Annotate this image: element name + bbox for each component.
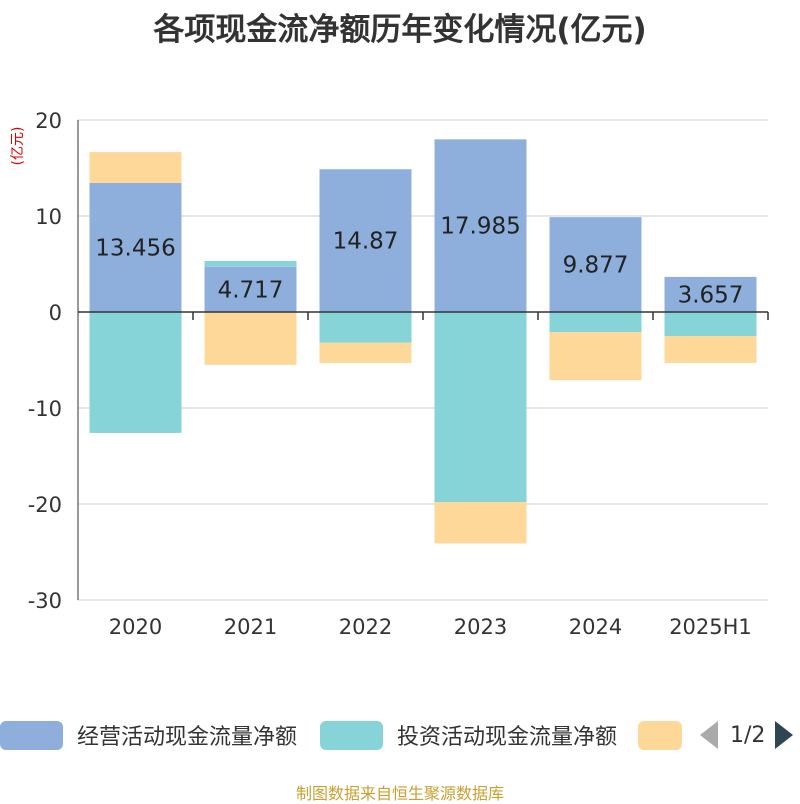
bar-1-2021 (204, 266, 297, 312)
bar-2-2022 (319, 312, 412, 343)
bar-1-2023 (434, 139, 527, 312)
y-tick-label: 0 (49, 301, 62, 325)
bar-3-2023 (434, 502, 527, 544)
bar-2-2020 (89, 312, 182, 433)
legend-item-operating[interactable]: 经营活动现金流量净额 (0, 720, 297, 750)
legend-swatch (638, 720, 682, 750)
bar-2-2023 (434, 312, 527, 503)
y-axis-unit-label: (亿元) (10, 127, 26, 166)
legend-pager: 1/2 (700, 720, 794, 750)
x-tick-label: 2023 (454, 615, 507, 639)
source-note: 制图数据来自恒生聚源数据库 (295, 784, 504, 803)
legend-label: 经营活动现金流量净额 (77, 725, 298, 750)
bars (89, 139, 757, 544)
bar-1-2025H1 (664, 276, 757, 312)
data-label: 9.877 (563, 253, 629, 279)
data-labels: 13.456 4.717 14.87 17.985 9.877 3.657 (95, 214, 743, 309)
bar-1-2020 (89, 182, 182, 312)
legend-swatch (0, 720, 63, 750)
grid-lines (78, 119, 768, 601)
data-label: 4.717 (218, 277, 284, 303)
legend-swatch (320, 720, 383, 750)
data-label: 13.456 (95, 235, 175, 261)
chart-title: 各项现金流净额历年变化情况(亿元) (153, 12, 647, 48)
legend-next-arrow-icon[interactable] (775, 721, 794, 749)
x-tick-label: 2024 (569, 615, 622, 639)
data-label: 14.87 (333, 229, 399, 255)
y-tick-label: -20 (28, 493, 62, 517)
y-tick-label: 20 (35, 109, 62, 133)
axes: 20 10 0 -10 -20 -30 2020 2021 2022 2023 2024 2025H1 (28, 109, 769, 639)
legend-prev-arrow-icon[interactable] (700, 721, 718, 749)
bar-3-2022 (319, 342, 412, 363)
legend-item-financing[interactable] (638, 720, 682, 750)
bar-2-2025H1 (664, 312, 757, 336)
legend-label: 投资活动现金流量净额 (397, 725, 618, 750)
y-tick-label: -30 (28, 589, 62, 613)
bar-2-2021 (204, 260, 297, 267)
legend-page-indicator: 1/2 (730, 722, 766, 748)
x-tick-label: 2022 (339, 615, 392, 639)
legend: 经营活动现金流量净额 投资活动现金流量净额 1/2 (0, 714, 800, 754)
x-tick-label: 2021 (224, 615, 277, 639)
y-tick-label: -10 (28, 397, 62, 421)
bar-3-2020 (89, 152, 182, 183)
data-label: 3.657 (678, 282, 744, 308)
bar-1-2024 (549, 217, 642, 312)
x-tick-label: 2020 (109, 615, 162, 639)
legend-item-investing[interactable]: 投资活动现金流量净额 (320, 720, 617, 750)
y-tick-label: 10 (35, 205, 62, 229)
bar-2-2024 (549, 312, 642, 333)
bar-3-2025H1 (664, 336, 757, 363)
data-label: 17.985 (440, 214, 520, 240)
bar-3-2024 (549, 332, 642, 381)
bar-3-2021 (204, 312, 297, 365)
chart-plot: 20 10 0 -10 -20 -30 2020 2021 2022 2023 2024 2025H1… (10, 109, 769, 639)
bar-1-2022 (319, 169, 412, 312)
x-tick-label: 2025H1 (669, 615, 752, 639)
